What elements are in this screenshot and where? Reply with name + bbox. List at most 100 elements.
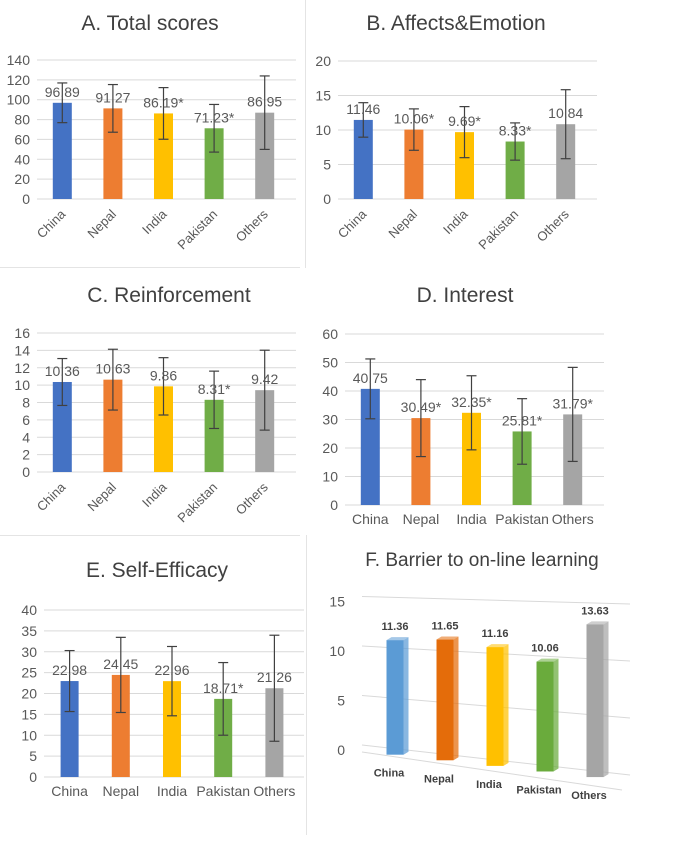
- data-label: 24.45: [103, 656, 138, 672]
- data-label: 30.49*: [401, 399, 442, 415]
- y-tick-label: 0: [337, 742, 345, 758]
- bar-india: [462, 412, 481, 505]
- data-label: 86.19*: [143, 94, 184, 110]
- data-label: 11.46: [346, 101, 380, 117]
- x-tick-label: Others: [571, 790, 606, 802]
- x-tick-label: Nepal: [84, 206, 119, 241]
- data-label: 31.79*: [552, 395, 593, 411]
- x-tick-label: India: [157, 783, 188, 799]
- chart-f: F. Barrier to on-line learning 0 5 10 15 11.3…: [329, 550, 631, 802]
- bar-top: [586, 621, 609, 625]
- bar-nepal: [436, 639, 454, 761]
- bar-nepal: [111, 674, 130, 777]
- y-tick-label: 0: [323, 191, 331, 207]
- chart-title: D. Interest: [417, 284, 514, 307]
- x-tick-label: India: [139, 479, 170, 510]
- bar-china: [52, 102, 72, 199]
- y-tick-label: 50: [322, 355, 338, 371]
- y-tick-label: 0: [22, 464, 30, 480]
- y-tick-label: 20: [315, 53, 331, 69]
- y-tick-label: 20: [14, 171, 30, 187]
- y-tick-label: 60: [322, 326, 338, 342]
- bar-side: [453, 636, 459, 761]
- x-tick-label: Pakistan: [516, 784, 562, 796]
- y-tick-label: 0: [330, 497, 338, 513]
- data-label: 22.98: [52, 662, 87, 678]
- x-tick-label: Others: [253, 783, 295, 799]
- x-tick-label: China: [335, 206, 370, 241]
- y-tick-label: 20: [322, 440, 338, 456]
- y-tick-label: 2: [22, 447, 30, 463]
- bar-china: [52, 381, 72, 472]
- bar-pakistan: [512, 431, 532, 505]
- bar-side: [403, 637, 409, 755]
- x-tick-label: China: [374, 768, 405, 780]
- separator-line: [0, 535, 300, 536]
- y-tick-label: 10: [322, 469, 338, 485]
- data-label: 71.23*: [194, 109, 235, 125]
- y-tick-label: 120: [7, 72, 31, 88]
- separator-line: [306, 535, 307, 835]
- chart-title: E. Self-Efficacy: [86, 559, 228, 582]
- x-tick-label: Pakistan: [495, 511, 549, 527]
- x-tick-label: China: [352, 511, 389, 527]
- x-tick-label: China: [34, 206, 69, 241]
- bar-china: [360, 388, 380, 505]
- bar-side: [553, 658, 559, 772]
- y-tick-label: 15: [21, 706, 37, 722]
- y-tick-label: 0: [22, 191, 30, 207]
- bar-pakistan: [204, 399, 224, 472]
- y-tick-label: 14: [14, 342, 30, 358]
- y-tick-label: 6: [22, 412, 30, 428]
- bar-others: [556, 124, 576, 199]
- bar-china: [353, 119, 373, 199]
- data-label: 22.96: [154, 662, 189, 678]
- y-tick-label: 30: [322, 412, 338, 428]
- chart-title: A. Total scores: [81, 12, 218, 35]
- y-tick-label: 100: [7, 92, 31, 108]
- bar-india: [154, 113, 173, 199]
- bar-top: [486, 644, 509, 648]
- data-label: 13.63: [581, 605, 609, 617]
- y-tick-label: 35: [21, 623, 37, 639]
- bar-top: [386, 637, 409, 641]
- y-tick-label: 16: [14, 325, 30, 341]
- y-tick-label: 0: [29, 769, 37, 785]
- bar-nepal: [404, 129, 424, 199]
- chart-title: F. Barrier to on-line learning: [365, 550, 598, 571]
- y-tick-label: 40: [21, 602, 37, 618]
- data-label: 10.06: [531, 643, 559, 655]
- x-tick-label: India: [440, 206, 471, 237]
- data-label: 8.33*: [499, 123, 532, 139]
- y-tick-label: 12: [14, 360, 30, 376]
- y-tick-label: 4: [22, 429, 30, 445]
- bar-nepal: [103, 379, 123, 472]
- bar-pakistan: [536, 661, 554, 772]
- bar-top: [436, 636, 459, 640]
- data-label: 96.89: [45, 84, 80, 100]
- bar-india: [154, 386, 173, 472]
- chart-d: D. Interest 0 10 20 30 40 50 60 40.75 China 30.49*…: [322, 284, 604, 527]
- y-tick-label: 10: [21, 727, 37, 743]
- data-label: 8.31*: [198, 381, 231, 397]
- chart-title: C. Reinforcement: [87, 284, 251, 307]
- bar-others: [255, 390, 275, 472]
- data-label: 40.75: [353, 370, 388, 386]
- data-label: 21.26: [257, 669, 292, 685]
- floor-edge: [361, 751, 623, 791]
- data-label: 10.36: [45, 363, 80, 379]
- bar-others: [255, 112, 275, 199]
- bar-pakistan: [505, 141, 525, 199]
- chart-e: E. Self-Efficacy 0 5 10 15 20 25 30 35 40 22.98 Chi…: [21, 559, 304, 799]
- y-tick-label: 15: [329, 594, 345, 610]
- bar-india: [486, 647, 504, 766]
- x-tick-label: Pakistan: [475, 207, 521, 253]
- x-tick-label: China: [34, 479, 69, 514]
- x-tick-label: Nepal: [424, 773, 454, 785]
- y-tick-label: 40: [14, 151, 30, 167]
- data-label: 10.84: [548, 105, 583, 121]
- data-label: 18.71*: [203, 680, 244, 696]
